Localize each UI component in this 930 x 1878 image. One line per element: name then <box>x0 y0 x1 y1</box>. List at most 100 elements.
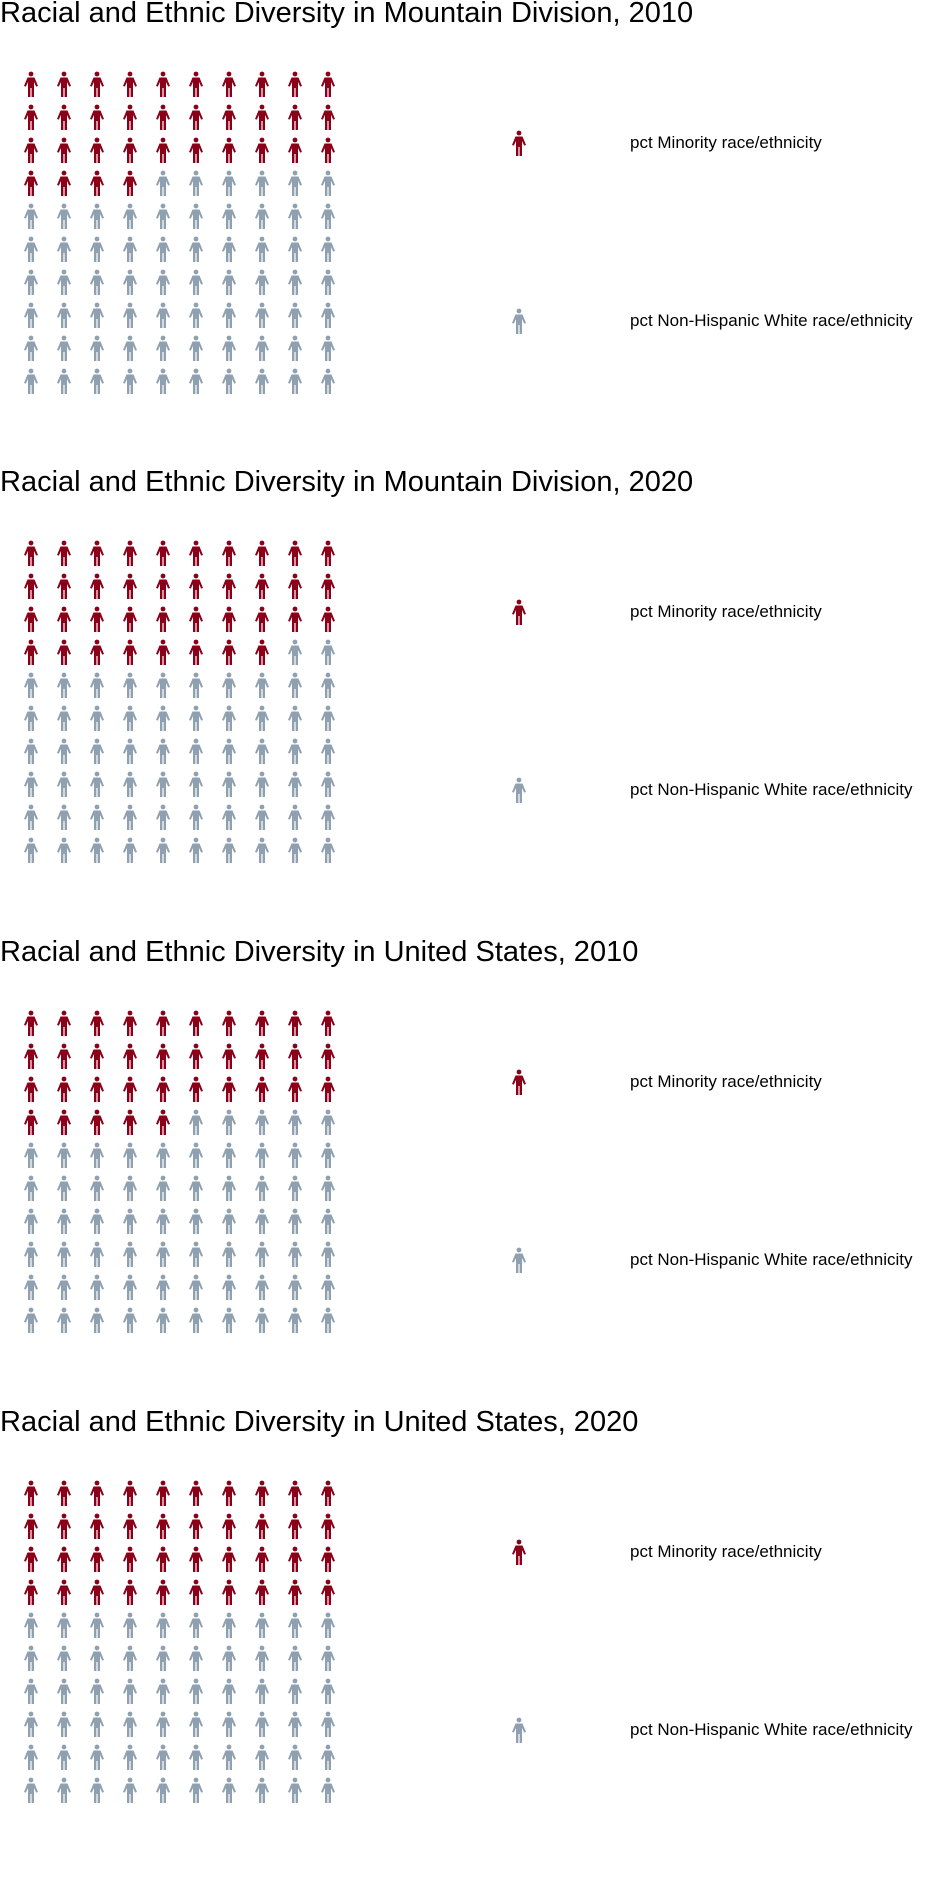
person-icon-white <box>156 672 170 698</box>
legend-person-icon-white <box>512 777 526 803</box>
person-icon-white <box>57 1208 71 1234</box>
person-icon-white <box>189 738 203 764</box>
person-icon-minority <box>222 606 236 632</box>
person-icon-white <box>288 1645 302 1671</box>
person-icon-minority <box>123 1546 137 1572</box>
person-icon-minority <box>222 1043 236 1069</box>
person-icon-white <box>90 672 104 698</box>
person-icon-white <box>123 368 137 394</box>
person-icon-minority <box>24 71 38 97</box>
person-icon-white <box>57 804 71 830</box>
person-icon-minority <box>156 1546 170 1572</box>
waffle-chart-mountain-2020: Racial and Ethnic Diversity in Mountain … <box>0 466 930 938</box>
person-icon-white <box>24 1777 38 1803</box>
person-icon-minority <box>24 1480 38 1506</box>
person-icon-white <box>24 1744 38 1770</box>
person-icon-white <box>90 804 104 830</box>
person-icon-white <box>222 335 236 361</box>
person-icon-minority <box>321 104 335 130</box>
person-icon-minority <box>189 1480 203 1506</box>
person-icon-minority <box>255 606 269 632</box>
person-icon-minority <box>57 1076 71 1102</box>
person-icon-minority <box>255 71 269 97</box>
person-icon-white <box>255 269 269 295</box>
person-icon-minority <box>57 1513 71 1539</box>
person-icon-minority <box>189 573 203 599</box>
person-icon-white <box>156 335 170 361</box>
person-icon-white <box>156 236 170 262</box>
person-icon-minority <box>189 540 203 566</box>
person-icon-white <box>57 1307 71 1333</box>
person-icon-minority <box>321 540 335 566</box>
person-icon-minority <box>156 71 170 97</box>
person-icon-white <box>189 837 203 863</box>
person-icon-white <box>222 738 236 764</box>
legend-person-icon-white <box>512 1717 526 1743</box>
legend-label-white: pct Non-Hispanic White race/ethnicity <box>630 311 913 330</box>
person-icon-white <box>123 1307 137 1333</box>
person-icon-minority <box>189 71 203 97</box>
icon-grid <box>24 71 526 394</box>
person-icon-white <box>321 1142 335 1168</box>
person-icon-minority <box>90 606 104 632</box>
person-icon-minority <box>255 1010 269 1036</box>
person-icon-white <box>189 203 203 229</box>
person-icon-minority <box>156 1480 170 1506</box>
person-icon-minority <box>222 1480 236 1506</box>
person-icon-white <box>189 1777 203 1803</box>
person-icon-white <box>288 1612 302 1638</box>
person-icon-white <box>90 1777 104 1803</box>
person-icon-white <box>222 1645 236 1671</box>
person-icon-white <box>189 1241 203 1267</box>
person-icon-white <box>255 1678 269 1704</box>
person-icon-white <box>123 1645 137 1671</box>
legend-person-icon-white <box>512 308 526 334</box>
person-icon-minority <box>156 1010 170 1036</box>
person-icon-minority <box>255 137 269 163</box>
legend-person-icon-minority <box>512 130 526 156</box>
person-icon-white <box>90 1307 104 1333</box>
person-icon-white <box>189 1678 203 1704</box>
person-icon-minority <box>255 540 269 566</box>
person-icon-white <box>24 1711 38 1737</box>
person-icon-white <box>255 738 269 764</box>
person-icon-white <box>156 203 170 229</box>
person-icon-white <box>321 1645 335 1671</box>
person-icon-white <box>24 335 38 361</box>
person-icon-white <box>222 1307 236 1333</box>
person-icon-white <box>222 1612 236 1638</box>
person-icon-white <box>123 1678 137 1704</box>
person-icon-white <box>189 1274 203 1300</box>
person-icon-white <box>288 837 302 863</box>
person-icon-minority <box>288 1579 302 1605</box>
person-icon-minority <box>24 1546 38 1572</box>
person-icon-white <box>288 368 302 394</box>
person-icon-white <box>90 1274 104 1300</box>
person-icon-white <box>321 672 335 698</box>
person-icon-minority <box>288 573 302 599</box>
person-icon-white <box>189 1645 203 1671</box>
person-icon-minority <box>90 71 104 97</box>
person-icon-minority <box>57 540 71 566</box>
person-icon-white <box>288 335 302 361</box>
person-icon-minority <box>90 573 104 599</box>
legend-label-minority: pct Minority race/ethnicity <box>630 1072 822 1091</box>
person-icon-white <box>24 1274 38 1300</box>
person-icon-white <box>222 705 236 731</box>
person-icon-minority <box>321 1010 335 1036</box>
person-icon-white <box>90 1142 104 1168</box>
person-icon-white <box>321 170 335 196</box>
person-icon-minority <box>222 1513 236 1539</box>
person-icon-minority <box>24 573 38 599</box>
person-icon-white <box>156 1142 170 1168</box>
person-icon-minority <box>222 1579 236 1605</box>
person-icon-white <box>90 771 104 797</box>
person-icon-white <box>255 1208 269 1234</box>
person-icon-minority <box>123 606 137 632</box>
person-icon-white <box>24 1142 38 1168</box>
person-icon-white <box>255 1711 269 1737</box>
person-icon-white <box>255 335 269 361</box>
chart-title: Racial and Ethnic Diversity in United St… <box>0 1406 639 1438</box>
person-icon-white <box>123 738 137 764</box>
person-icon-white <box>57 1241 71 1267</box>
